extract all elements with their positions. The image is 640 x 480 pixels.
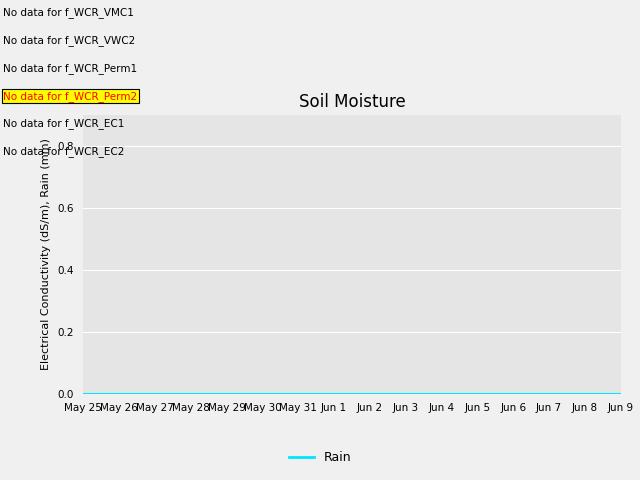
Text: No data for f_WCR_Perm2: No data for f_WCR_Perm2 xyxy=(3,91,138,102)
Y-axis label: Electrical Conductivity (dS/m), Rain (mm): Electrical Conductivity (dS/m), Rain (mm… xyxy=(42,138,51,371)
Text: No data for f_WCR_EC1: No data for f_WCR_EC1 xyxy=(3,119,125,130)
Title: Soil Moisture: Soil Moisture xyxy=(299,93,405,111)
Legend: Rain: Rain xyxy=(284,446,356,469)
Text: No data for f_WCR_Perm1: No data for f_WCR_Perm1 xyxy=(3,63,138,74)
Text: No data for f_WCR_VMC1: No data for f_WCR_VMC1 xyxy=(3,7,134,18)
Text: No data for f_WCR_EC2: No data for f_WCR_EC2 xyxy=(3,146,125,157)
Text: No data for f_WCR_VWC2: No data for f_WCR_VWC2 xyxy=(3,35,136,46)
